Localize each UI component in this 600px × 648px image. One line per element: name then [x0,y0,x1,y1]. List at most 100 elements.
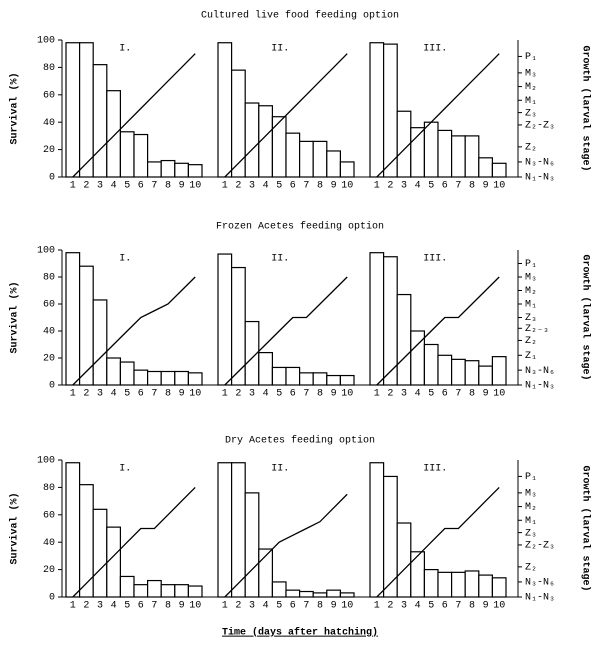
x-tick-label: 10 [493,181,505,192]
x-tick-label: 2 [235,389,241,400]
x-tick-label: 8 [469,181,475,192]
x-tick-label: 7 [455,389,461,400]
x-tick-label: 4 [111,389,117,400]
x-tick-label: 9 [179,181,185,192]
x-tick-label: 4 [263,601,269,612]
x-tick-label: 9 [483,601,489,612]
bar [92,508,108,598]
growth-line [376,53,500,178]
bar [174,370,190,386]
x-tick-label: 4 [263,181,269,192]
chart-title: Frozen Acetes feeding option [216,221,384,233]
x-tick-label: 4 [111,181,117,192]
x-tick-label: 6 [290,181,296,192]
bar [423,568,439,598]
bar [217,42,233,178]
y-tick-label: 40 [43,538,55,549]
x-tick-label: 10 [341,601,353,612]
x-tick-label: 2 [83,601,89,612]
bar [478,574,493,598]
bar [258,548,273,598]
bar [271,116,287,178]
x-tick-label: 7 [303,601,309,612]
x-tick-label: 8 [165,389,171,400]
y2-tick-label: M₃ [525,489,537,500]
chart-title: Dry Acetes feeding option [225,435,375,447]
x-tick-label: 1 [374,389,380,400]
bar [326,150,341,178]
x-axis-label: Time (days after hatching) [222,627,378,639]
x-tick-label: 8 [317,601,323,612]
x-tick-label: 10 [341,389,353,400]
bar [174,162,190,178]
x-tick-label: 9 [179,601,185,612]
y2-tick-label: N₃-N₆ [525,158,555,169]
x-tick-label: 6 [138,601,144,612]
y2-tick-label: P₁ [525,259,537,270]
x-tick-label: 5 [428,389,434,400]
bar [147,579,162,598]
growth-line [224,53,348,178]
y2-tick-label: Z₃ [525,108,537,119]
growth-line [224,276,348,386]
x-tick-label: 7 [151,389,157,400]
x-tick-label: 8 [165,601,171,612]
growth-line [72,486,196,598]
bar [312,372,328,386]
y-tick-label: 60 [43,90,55,101]
y-tick-label: 40 [43,327,55,338]
panel-label: II. [271,464,289,475]
growth-line [72,276,196,386]
chart-title: Cultured live food feeding option [201,10,399,22]
bar [423,121,439,178]
bar [231,69,246,178]
x-tick-label: 5 [428,181,434,192]
y2-tick-label: M₂ [525,82,537,93]
x-tick-label: 3 [249,181,255,192]
x-tick-label: 3 [97,181,103,192]
x-tick-label: 8 [469,601,475,612]
y2-tick-label: N₃-N₆ [525,578,555,589]
y-tick-label: 80 [43,483,55,494]
x-tick-label: 4 [415,181,421,192]
x-tick-label: 10 [341,181,353,192]
bar [119,131,135,178]
y2-axis-label: Growth (larval stage) [579,254,591,380]
panel-label: II. [271,254,289,265]
y2-tick-label: N₁-N₃ [525,593,555,604]
y2-tick-label: Z₃ [525,313,537,324]
x-tick-label: 10 [493,601,505,612]
bar [65,252,81,386]
y-axis-label: Survival (%) [9,492,21,564]
bar [92,64,108,178]
bar [285,132,301,178]
x-tick-label: 1 [70,389,76,400]
x-tick-label: 6 [442,601,448,612]
growth-line [72,53,196,178]
x-tick-label: 3 [249,601,255,612]
panel-label: I. [119,464,131,475]
y-tick-label: 100 [37,456,55,467]
x-tick-label: 2 [83,181,89,192]
panel-label: III. [423,464,447,475]
bar [491,162,507,178]
y-tick-label: 0 [49,593,55,604]
y2-tick-label: M₃ [525,69,537,80]
x-tick-label: 10 [189,389,201,400]
bar [369,252,385,386]
y2-tick-label: Z₃ [525,528,537,539]
bar [65,462,81,598]
y2-tick-label: Z₂ [525,143,537,154]
x-tick-label: 4 [111,601,117,612]
x-tick-label: 8 [317,181,323,192]
bar [464,570,480,598]
bar [326,374,341,386]
y2-tick-label: M₁ [525,516,537,527]
y2-tick-label: Z₂₋₃ [525,324,549,335]
bar [217,462,233,598]
bar [339,161,355,178]
growth-line [376,276,500,386]
y2-tick-label: M₁ [525,96,537,107]
x-tick-label: 2 [387,601,393,612]
bar [451,571,466,598]
